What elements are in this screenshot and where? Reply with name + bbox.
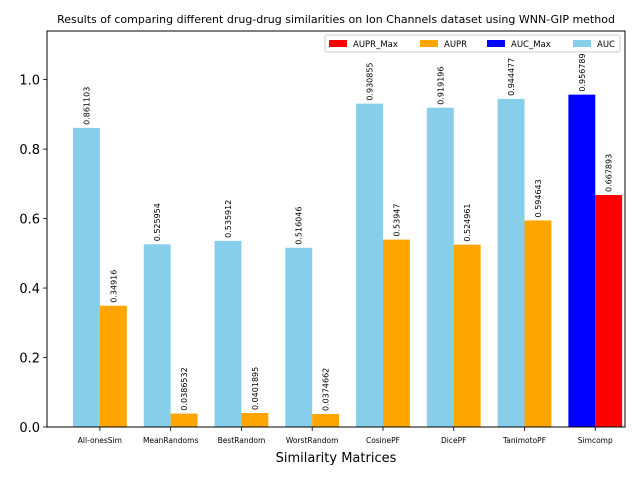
y-tick-label: 1.0 [19,74,40,89]
plot-frame [46,30,626,428]
auc-bar-bestrandom [214,240,242,427]
legend-swatch [573,40,591,47]
aupr-value-label: 0.594643 [534,179,543,217]
x-tick-label: BestRandom [218,436,266,445]
legend-box [324,34,621,53]
aupr-value-label: 0.0386532 [180,367,189,410]
y-tick-label: 0.6 [19,213,40,228]
legend-label: AUPR_Max [353,40,398,50]
auc-bar-meanrandoms [143,244,171,427]
auc-value-label: 0.525954 [153,203,162,241]
legend: AUPR_Max AUPR AUC_Max AUC [324,34,621,53]
x-tick-label: CosinePF [366,436,400,445]
legend-label: AUC_Max [511,40,551,50]
aupr-bar-tanimotopf [524,220,552,427]
x-tick-label: Simcomp [578,436,613,445]
x-tick-label: All-onesSim [78,436,122,445]
auc-bar-simcomp [568,94,596,427]
y-tick-label: 0.2 [19,352,40,367]
aupr-value-label: 0.53947 [392,204,401,237]
auc-value-label: 0.516046 [295,207,304,245]
aupr-value-label: 0.524961 [463,203,472,241]
auc-value-label: 0.956789 [578,53,587,91]
aupr-value-label: 0.34916 [109,270,118,303]
auc-value-label: 0.861103 [82,87,91,125]
auc-bar-all-onessim [73,127,100,428]
auc-value-label: 0.535912 [224,200,233,238]
chart-title: Results of comparing different drug-drug… [57,13,615,26]
x-axis-title: Similarity Matrices [276,451,397,466]
auc-bar-tanimotopf [497,98,525,427]
x-tick-label: MeanRandoms [143,436,198,445]
aupr-value-label: 0.0374662 [322,368,331,411]
legend-label: AUPR [444,40,467,50]
aupr-bar-simcomp [595,194,623,427]
x-tick-label: WorstRandom [286,436,339,445]
auc-bar-dicepf [426,107,454,427]
data-labels-group: 0.861103 0.34916 0.525954 0.0386532 0.535912… [82,53,613,411]
legend-swatch [329,40,347,47]
aupr-value-label: 0.0401895 [251,367,260,410]
auc-value-label: 0.919196 [436,67,445,105]
aupr-bar-all-onessim [99,305,127,427]
y-tick-label: 0.8 [19,143,40,158]
aupr-bar-worstrandom [312,413,340,427]
x-tick-label: TanimotoPF [502,436,546,445]
aupr-bar-meanrandoms [170,413,198,427]
auc-bar-worstrandom [285,247,313,427]
legend-swatch [420,40,438,47]
axes-group: All-onesSim MeanRandoms BestRandom WorstRan… [19,30,626,445]
aupr-value-label: 0.667893 [605,154,614,192]
bars-group [73,94,623,428]
aupr-bar-dicepf [453,244,481,427]
y-tick-label: 0.0 [19,421,40,436]
aupr-bar-bestrandom [241,413,269,427]
legend-swatch [487,40,505,47]
y-tick-label: 0.4 [19,282,40,297]
auc-bar-cosinepf [356,103,383,428]
legend-label: AUC [597,40,615,50]
auc-value-label: 0.930855 [366,62,375,100]
x-tick-label: DicePF [441,436,466,445]
auc-value-label: 0.944477 [507,58,516,96]
aupr-bar-cosinepf [382,239,410,427]
